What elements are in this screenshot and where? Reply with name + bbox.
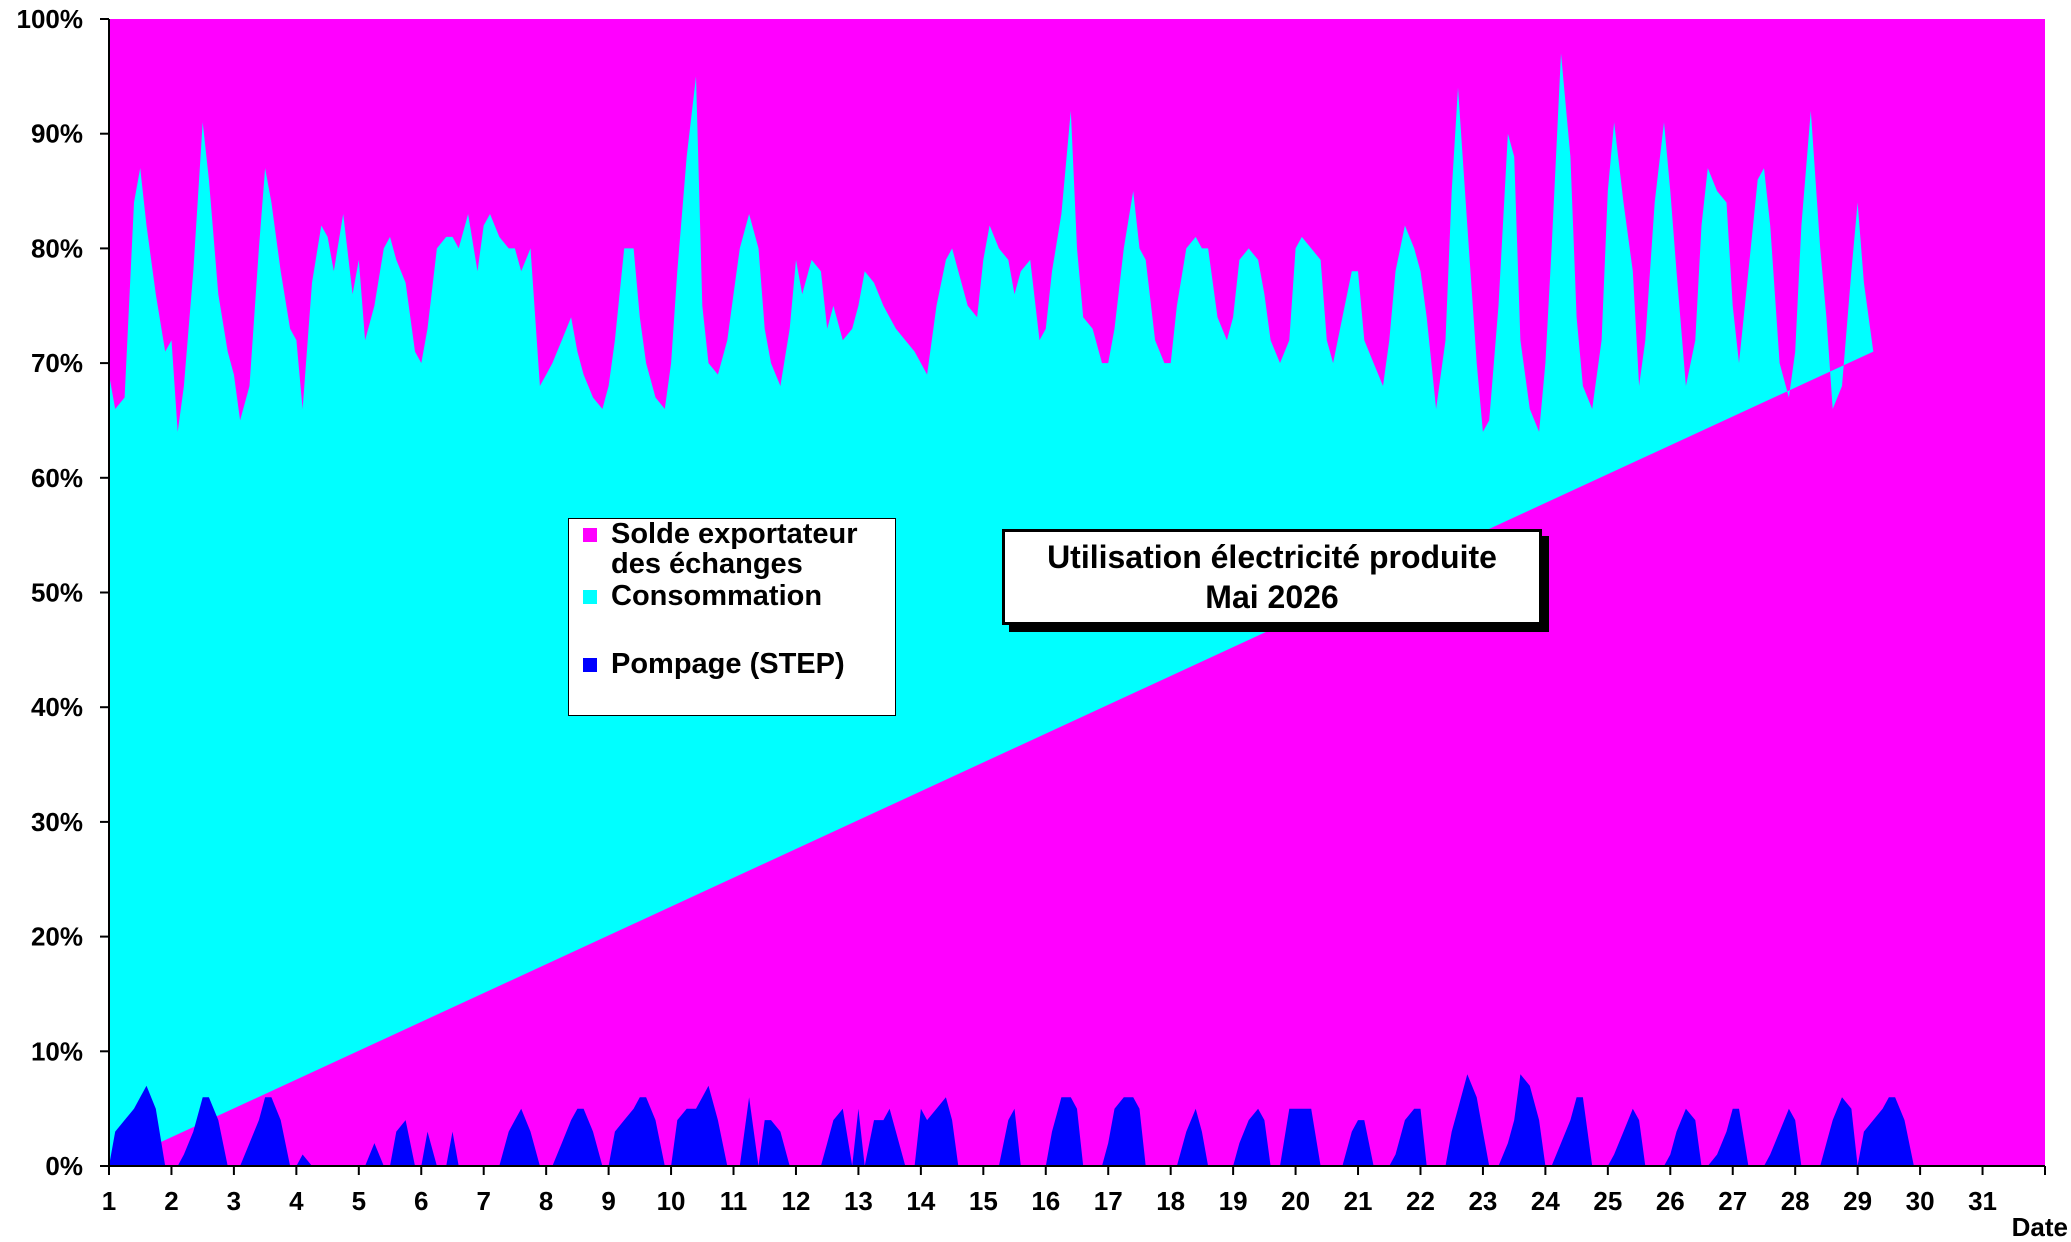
x-tick-label: 22	[1406, 1186, 1435, 1216]
x-tick-label: 16	[1031, 1186, 1060, 1216]
x-tick-label: 14	[906, 1186, 935, 1216]
x-tick-label: 3	[227, 1186, 241, 1216]
pompage-area	[109, 1074, 1921, 1166]
legend: Solde exportateur des échanges Consommat…	[568, 518, 896, 716]
y-tick-label: 80%	[31, 233, 83, 263]
y-tick-label: 10%	[31, 1036, 83, 1066]
x-tick-label: 4	[289, 1186, 304, 1216]
x-tick-label: 26	[1656, 1186, 1685, 1216]
y-axis-ticks: 0% 10% 20% 30% 40% 50% 60% 70% 80% 90% 100%	[17, 4, 109, 1181]
chart-title: Utilisation électricité produite	[1047, 539, 1497, 575]
y-tick-label: 60%	[31, 463, 83, 493]
y-tick-label: 70%	[31, 348, 83, 378]
y-tick-label: 40%	[31, 692, 83, 722]
x-tick-label: 30	[1906, 1186, 1935, 1216]
y-tick-label: 50%	[31, 578, 83, 608]
x-tick-label: 5	[352, 1186, 366, 1216]
x-tick-label: 21	[1344, 1186, 1373, 1216]
chart-title-box: Utilisation électricité produite Mai 202…	[1002, 529, 1542, 625]
x-tick-label: 17	[1094, 1186, 1123, 1216]
x-tick-label: 27	[1718, 1186, 1747, 1216]
legend-swatch-consommation	[583, 590, 597, 604]
y-tick-label: 30%	[31, 807, 83, 837]
x-tick-label: 29	[1843, 1186, 1872, 1216]
x-tick-label: 12	[782, 1186, 811, 1216]
x-axis-label: Date	[2012, 1212, 2068, 1242]
x-tick-label: 24	[1531, 1186, 1560, 1216]
plot-area	[108, 19, 2045, 1167]
x-tick-label: 13	[844, 1186, 873, 1216]
x-tick-label: 1	[102, 1186, 116, 1216]
legend-label-pompage: Pompage (STEP)	[611, 648, 845, 680]
consommation-area	[109, 53, 1874, 1166]
x-tick-label: 2	[164, 1186, 178, 1216]
x-tick-label: 25	[1593, 1186, 1622, 1216]
legend-swatch-pompage	[583, 658, 597, 672]
y-tick-label: 0%	[45, 1151, 83, 1181]
chart-subtitle: Mai 2026	[1205, 579, 1339, 615]
x-tick-label: 23	[1468, 1186, 1497, 1216]
y-tick-label: 100%	[17, 4, 84, 34]
legend-label-solde: Solde exportateur des échanges	[611, 518, 858, 580]
x-tick-label: 7	[476, 1186, 490, 1216]
x-tick-label: 20	[1281, 1186, 1310, 1216]
x-tick-label: 9	[601, 1186, 615, 1216]
y-tick-label: 20%	[31, 922, 83, 952]
x-tick-label: 18	[1156, 1186, 1185, 1216]
y-tick-label: 90%	[31, 119, 83, 149]
x-axis-ticks: 1 2 3 4 5 6 7 8 9 10 11 12 13 14 15 16 17 18 19 20 21 22 23 24 2…	[102, 1166, 2046, 1216]
x-tick-label: 10	[657, 1186, 686, 1216]
x-tick-label: 11	[720, 1186, 748, 1216]
x-tick-label: 15	[969, 1186, 998, 1216]
legend-label-consommation: Consommation	[611, 580, 823, 612]
legend-swatch-solde	[583, 528, 597, 542]
x-tick-label: 28	[1781, 1186, 1810, 1216]
x-tick-label: 8	[539, 1186, 553, 1216]
x-tick-label: 6	[414, 1186, 428, 1216]
x-tick-label: 19	[1219, 1186, 1248, 1216]
x-tick-label: 31	[1968, 1186, 1997, 1216]
